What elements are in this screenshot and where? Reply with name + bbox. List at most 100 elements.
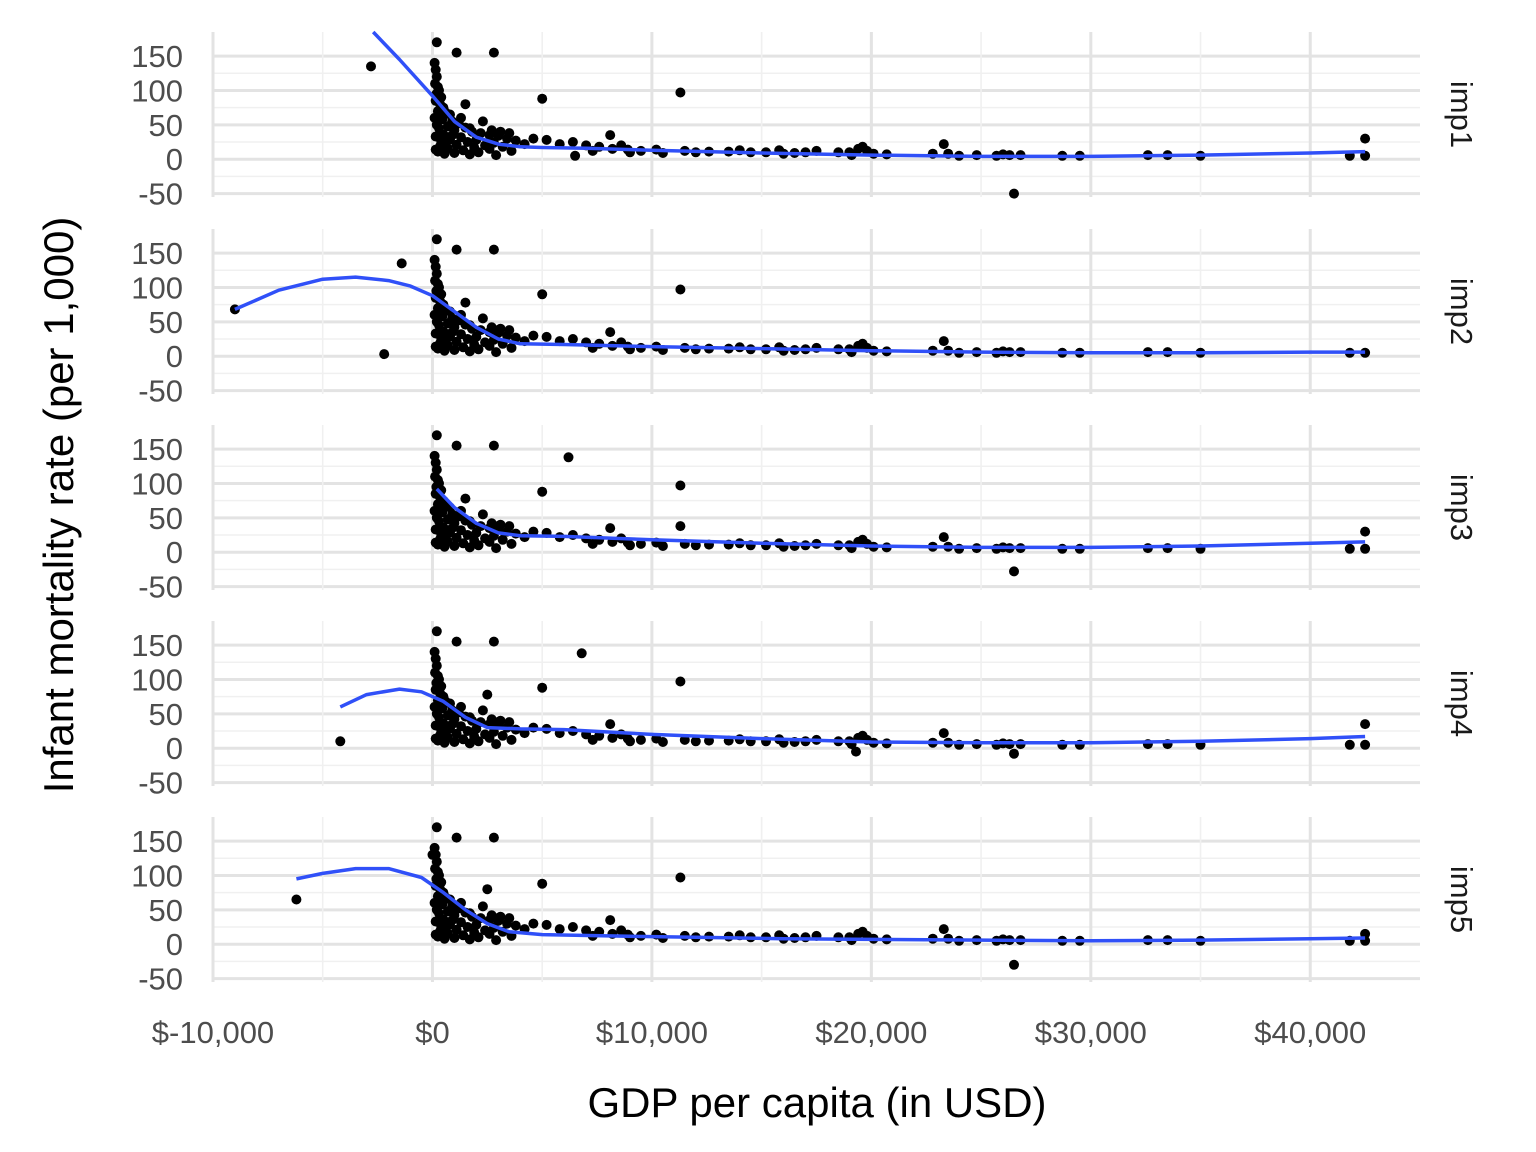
y-tick-label: 100 <box>131 858 183 893</box>
data-point <box>495 126 506 137</box>
data-point <box>335 736 346 747</box>
data-point <box>506 342 517 353</box>
data-point <box>460 99 471 110</box>
y-tick-label: 100 <box>131 270 183 305</box>
data-point <box>436 925 447 936</box>
data-point <box>462 726 473 736</box>
data-point <box>504 128 515 139</box>
data-point <box>447 130 458 141</box>
grid-layer <box>211 32 1420 982</box>
data-point <box>488 440 499 451</box>
data-point <box>451 440 462 451</box>
data-point <box>1360 526 1371 537</box>
data-point <box>462 334 473 344</box>
y-tick-label: 0 <box>166 142 183 177</box>
data-point <box>379 349 390 360</box>
data-point <box>675 872 686 883</box>
data-point <box>506 538 517 549</box>
data-point <box>625 736 635 747</box>
data-point <box>675 480 686 491</box>
y-tick-label: 100 <box>131 466 183 501</box>
data-point <box>431 37 442 48</box>
data-point <box>471 723 482 734</box>
data-point <box>537 486 548 497</box>
data-point <box>449 541 460 551</box>
data-point <box>528 330 539 341</box>
data-layer <box>229 30 1371 970</box>
y-tick-label: 100 <box>131 662 183 697</box>
y-tick-label: -50 <box>138 374 183 409</box>
data-point <box>495 911 506 922</box>
data-point <box>607 732 618 743</box>
data-point <box>431 430 442 441</box>
data-point <box>675 284 686 295</box>
data-point <box>690 736 701 747</box>
data-point <box>605 327 616 338</box>
data-point <box>462 922 473 932</box>
data-point <box>495 519 506 530</box>
data-point <box>473 736 484 747</box>
y-tick-label: 150 <box>131 432 183 467</box>
data-point <box>488 47 499 58</box>
data-point <box>605 130 616 141</box>
data-point <box>491 347 502 358</box>
y-tick-label: 150 <box>131 824 183 859</box>
data-point <box>495 323 506 334</box>
y-tick-label: -50 <box>138 570 183 605</box>
data-point <box>938 924 949 935</box>
data-point <box>436 729 447 740</box>
data-point <box>567 137 578 147</box>
y-tick-label: 150 <box>131 236 183 271</box>
data-point <box>460 493 471 504</box>
data-point <box>1360 719 1371 730</box>
data-point <box>462 137 473 147</box>
y-tick-label: -50 <box>138 766 183 801</box>
data-point <box>1009 959 1019 970</box>
data-point <box>504 913 515 924</box>
data-point <box>1360 133 1371 144</box>
data-point <box>567 334 578 344</box>
data-point <box>431 822 442 833</box>
data-point <box>451 636 462 647</box>
data-point <box>938 336 949 347</box>
data-point <box>451 728 462 739</box>
data-point <box>1009 566 1019 577</box>
data-point <box>449 737 460 747</box>
data-point <box>537 289 548 300</box>
data-point <box>1360 543 1371 554</box>
y-tick-label: -50 <box>138 962 183 997</box>
facet-strip-label: imp3 <box>1444 474 1479 541</box>
data-point <box>484 928 495 939</box>
data-point <box>635 538 646 549</box>
data-point <box>1009 188 1019 199</box>
data-point <box>471 331 482 342</box>
data-point <box>396 258 407 269</box>
y-tick-label: 50 <box>149 108 183 143</box>
data-point <box>938 728 949 739</box>
data-point <box>528 918 539 929</box>
data-point <box>635 734 646 745</box>
data-point <box>439 541 450 552</box>
facet-strip-label: imp2 <box>1444 278 1479 345</box>
data-point <box>451 139 462 150</box>
data-point <box>451 47 462 58</box>
data-point <box>675 521 686 532</box>
y-tick-label: 50 <box>149 697 183 732</box>
data-point <box>528 133 539 144</box>
data-point <box>554 924 565 935</box>
data-point <box>451 832 462 843</box>
data-point <box>436 533 447 544</box>
data-point <box>451 532 462 543</box>
data-point <box>605 719 616 730</box>
data-point <box>495 715 506 726</box>
y-tick-label: 50 <box>149 501 183 536</box>
data-point <box>587 734 598 745</box>
x-tick-label: $40,000 <box>1254 1015 1366 1050</box>
data-point <box>431 626 442 637</box>
data-point <box>473 932 484 943</box>
data-point <box>567 922 578 932</box>
data-point <box>510 920 521 931</box>
y-tick-label: 0 <box>166 731 183 766</box>
data-point <box>451 244 462 255</box>
data-point <box>447 915 458 926</box>
